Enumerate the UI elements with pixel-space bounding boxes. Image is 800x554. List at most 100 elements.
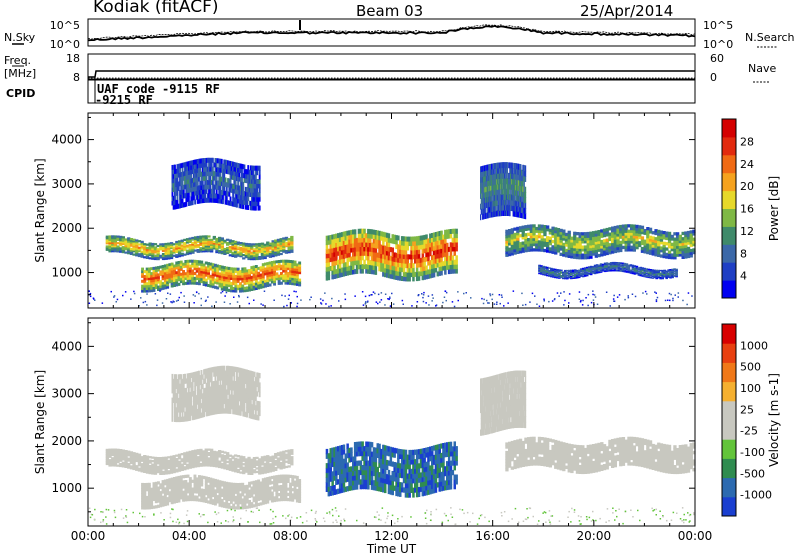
- power-cell: [229, 269, 233, 273]
- power-cell: [291, 277, 295, 281]
- power-cell: [621, 265, 625, 267]
- power-cell: [253, 201, 256, 207]
- power-cell: [575, 275, 579, 277]
- power-cell: [589, 272, 593, 275]
- power-cell: [676, 245, 680, 249]
- power-cell: [121, 236, 125, 239]
- power-cell: [348, 265, 351, 271]
- power-speck: [293, 290, 295, 293]
- power-cell: [361, 264, 364, 270]
- power-cell: [551, 250, 555, 254]
- power-cell: [337, 246, 340, 252]
- power-cell: [150, 274, 154, 278]
- power-cell: [153, 251, 158, 254]
- power-cell: [113, 243, 117, 246]
- power-colorbar-swatch: [722, 208, 736, 227]
- power-cell: [213, 162, 216, 168]
- power-cell: [244, 256, 248, 259]
- power-cell: [414, 249, 417, 255]
- power-cell: [275, 260, 279, 264]
- power-speck: [531, 292, 534, 295]
- power-cell: [673, 256, 677, 260]
- power-cell: [619, 269, 623, 271]
- power-cell: [143, 282, 147, 286]
- power-cell: [655, 277, 658, 280]
- power-cell: [493, 195, 495, 202]
- power-cell: [647, 270, 651, 272]
- power-cell: [635, 268, 639, 270]
- power-cell: [204, 237, 208, 240]
- power-cell: [209, 188, 212, 194]
- power-cell: [229, 277, 233, 280]
- power-cell: [348, 230, 351, 236]
- power-cell: [238, 194, 241, 200]
- power-cell: [245, 276, 249, 280]
- power-cell: [180, 189, 183, 195]
- power-cell: [147, 282, 151, 286]
- power-cell: [348, 270, 351, 276]
- power-cell: [239, 176, 242, 182]
- velocity-cell: [124, 465, 128, 468]
- power-cell: [510, 246, 514, 251]
- power-cell: [512, 194, 514, 201]
- power-cell: [273, 272, 276, 276]
- power-cell: [206, 184, 209, 190]
- velocity-cell: [180, 460, 184, 463]
- power-cell: [374, 234, 378, 240]
- power-cell: [615, 262, 619, 264]
- power-cell: [648, 251, 653, 255]
- power-cell: [241, 190, 243, 196]
- power-cell: [214, 271, 217, 275]
- power-cell: [325, 240, 329, 246]
- power-cell: [282, 279, 286, 283]
- power-cell: [234, 284, 238, 288]
- power-cell: [295, 280, 299, 284]
- power-cell: [163, 264, 167, 268]
- power-cell: [556, 274, 559, 276]
- power-cell: [156, 258, 160, 261]
- power-cell: [667, 231, 672, 236]
- power-speck: [142, 301, 145, 304]
- power-cell: [175, 244, 179, 247]
- power-cell: [635, 235, 639, 239]
- power-cell: [209, 284, 213, 288]
- power-cell: [532, 224, 536, 228]
- power-cell: [206, 157, 209, 163]
- power-cell: [515, 163, 517, 170]
- power-cell: [154, 273, 158, 277]
- power-cell: [615, 264, 619, 267]
- power-cell: [232, 289, 236, 293]
- power-cell: [400, 245, 404, 250]
- power-cell: [191, 264, 195, 268]
- power-cell: [231, 253, 235, 256]
- power-cell: [161, 272, 165, 276]
- power-cell: [331, 265, 334, 271]
- power-cell: [187, 178, 190, 184]
- power-cell: [234, 274, 238, 278]
- power-cell: [211, 157, 214, 163]
- power-speck: [146, 304, 148, 306]
- power-cell: [507, 162, 509, 169]
- power-cell: [225, 273, 229, 277]
- power-cell: [239, 270, 242, 274]
- velocity-cell: [121, 458, 125, 461]
- power-cell: [188, 245, 192, 248]
- power-cell: [507, 172, 509, 179]
- power-cell: [431, 233, 434, 238]
- power-cell: [639, 274, 643, 277]
- cpid-line1: UAF code -9115 RF: [97, 82, 220, 96]
- power-cell: [372, 260, 376, 266]
- power-cell: [145, 289, 149, 293]
- power-cell: [506, 204, 508, 211]
- power-cell: [648, 246, 653, 250]
- power-cell: [143, 287, 147, 291]
- power-cell: [206, 197, 209, 203]
- power-cell: [286, 272, 290, 275]
- power-cell: [673, 268, 676, 270]
- power-cell: [190, 164, 193, 170]
- power-cell: [431, 272, 434, 278]
- power-cell: [271, 243, 275, 246]
- power-cell: [207, 243, 211, 246]
- power-cell: [548, 247, 552, 251]
- power-cell: [552, 272, 555, 275]
